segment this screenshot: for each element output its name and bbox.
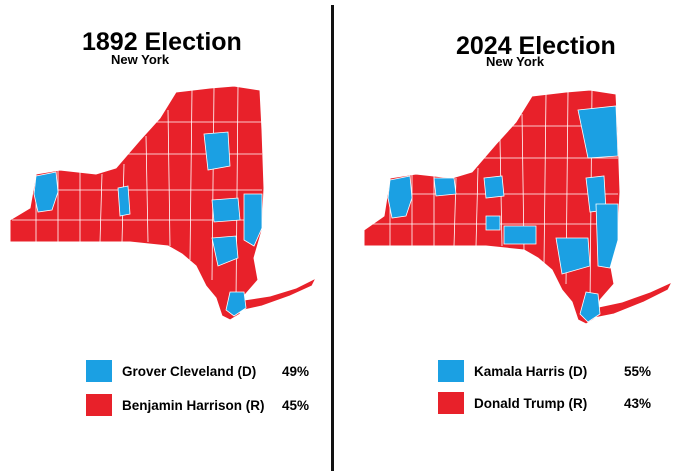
county-south-central xyxy=(211,235,239,267)
legend-item-rep: Donald Trump (R) 43% xyxy=(438,390,651,416)
county-borders xyxy=(12,85,262,301)
legend-percent: 45% xyxy=(282,397,310,413)
legend-percent: 55% xyxy=(624,363,652,379)
county-erie xyxy=(33,171,59,213)
legend-swatch-dem xyxy=(438,360,464,382)
county-nyc xyxy=(225,291,247,317)
map-subtitle: New York xyxy=(486,54,545,69)
long-island xyxy=(593,280,674,319)
state-outline xyxy=(9,85,265,321)
county-onondaga xyxy=(483,175,505,199)
county-nyc xyxy=(579,291,601,323)
map-title: 2024 Election xyxy=(456,32,616,60)
map-title: 1892 Election xyxy=(82,28,242,56)
legend-item-dem: Kamala Harris (D) 55% xyxy=(438,358,651,384)
long-island xyxy=(243,276,318,311)
county-erie xyxy=(387,175,413,219)
panel-divider xyxy=(331,5,334,471)
county-albany-region xyxy=(203,131,231,171)
county-southern-tier xyxy=(503,225,537,245)
legend-percent: 49% xyxy=(282,363,310,379)
legend-item-dem: Grover Cleveland (D) 49% xyxy=(86,358,309,384)
legend-candidate: Donald Trump (R) xyxy=(474,395,588,411)
county-monroe xyxy=(117,185,131,217)
county-hudson-east xyxy=(595,203,619,269)
dem-counties xyxy=(387,105,619,323)
county-tompkins xyxy=(485,215,501,231)
legend-swatch-dem xyxy=(86,360,112,382)
county-map-1892 xyxy=(9,85,318,321)
county-clinton-essex xyxy=(577,105,619,159)
county-hudson-east xyxy=(243,193,263,247)
legend-swatch-rep xyxy=(86,394,112,416)
legend-swatch-rep xyxy=(438,392,464,414)
dem-counties xyxy=(33,131,263,317)
map-subtitle: New York xyxy=(111,52,170,67)
legend-candidate: Kamala Harris (D) xyxy=(474,363,588,379)
county-monroe xyxy=(433,177,457,197)
legend-item-rep: Benjamin Harrison (R) 45% xyxy=(86,392,309,418)
county-map-2024 xyxy=(363,89,674,325)
county-ulster xyxy=(555,237,591,275)
map-panel-2024: 2024 Election New York Kamala Harris (D)… xyxy=(360,0,700,476)
legend-candidate: Benjamin Harrison (R) xyxy=(122,397,265,413)
legend-percent: 43% xyxy=(624,395,652,411)
county-hudson-west xyxy=(211,197,241,223)
map-panel-1892: 1892 Election New York Grover Cleveland … xyxy=(0,0,340,476)
legend-candidate: Grover Cleveland (D) xyxy=(122,363,257,379)
